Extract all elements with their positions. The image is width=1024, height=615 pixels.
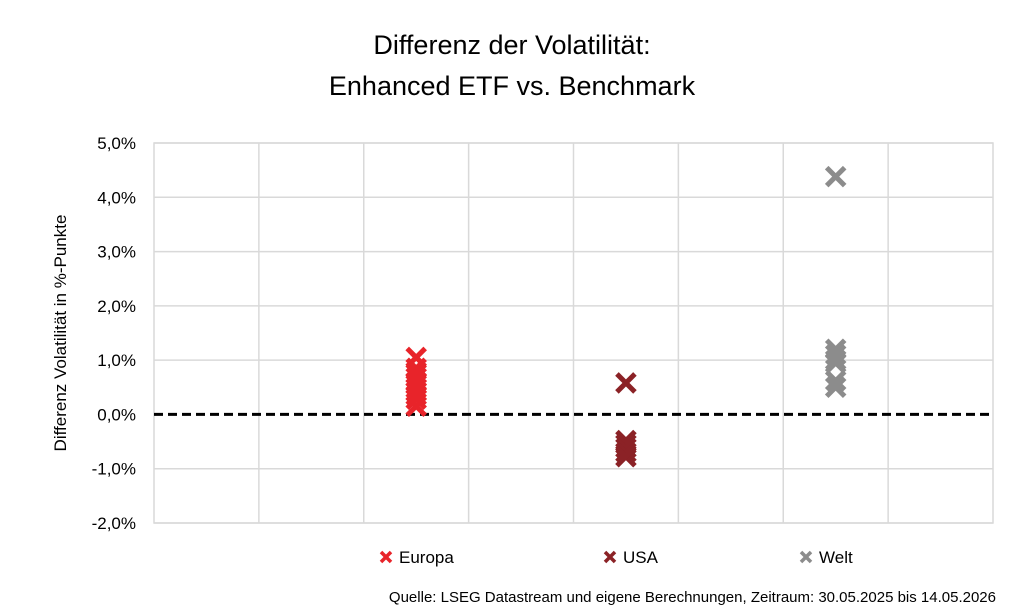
legend: Europa USA Welt <box>379 548 853 567</box>
marker-stroke <box>615 441 637 464</box>
y-axis-ticks: -2,0% -1,0% 0,0% 1,0% 2,0% 3,0% 4,0% 5,0% <box>92 134 136 533</box>
legend-label: USA <box>623 548 659 567</box>
data-point-welt <box>824 352 847 374</box>
chart-title-line-1: Differenz der Volatilität: <box>373 30 650 60</box>
marker-stroke <box>799 550 813 564</box>
y-tick-label: 0,0% <box>97 405 136 424</box>
marker-stroke <box>824 165 847 188</box>
marker-stroke <box>405 395 427 418</box>
legend-label: Welt <box>819 548 853 567</box>
data-point-welt <box>824 370 847 392</box>
marker-stroke <box>603 550 617 564</box>
y-tick-label: -1,0% <box>92 460 136 479</box>
data-point-europa <box>405 388 427 410</box>
y-tick-label: 2,0% <box>97 297 136 316</box>
legend-marker <box>799 550 813 564</box>
y-tick-label: 3,0% <box>97 243 136 262</box>
y-tick-label: 1,0% <box>97 351 136 370</box>
y-tick-label: 4,0% <box>97 188 136 207</box>
legend-label: Europa <box>399 548 454 567</box>
data-point-welt <box>824 343 847 366</box>
data-points <box>405 165 847 468</box>
y-tick-label: 5,0% <box>97 134 136 153</box>
legend-item-europa: Europa <box>379 548 454 567</box>
data-point-europa <box>405 395 427 418</box>
legend-marker <box>603 550 617 564</box>
chart-title-line-2: Enhanced ETF vs. Benchmark <box>329 71 696 101</box>
legend-item-usa: USA <box>603 548 659 567</box>
data-point-usa <box>615 441 637 464</box>
data-point-welt <box>824 376 847 399</box>
marker-stroke <box>824 352 847 374</box>
gridlines <box>153 142 994 524</box>
data-point-usa <box>615 446 637 468</box>
plot-border <box>153 142 994 524</box>
data-point-welt <box>824 165 847 188</box>
marker-stroke <box>824 376 847 399</box>
marker-stroke <box>615 372 637 394</box>
legend-marker <box>379 550 393 564</box>
data-point-usa <box>615 372 637 394</box>
legend-item-welt: Welt <box>799 548 853 567</box>
marker-stroke <box>615 446 637 468</box>
marker-stroke <box>405 388 427 410</box>
source-note: Quelle: LSEG Datastream und eigene Berec… <box>389 589 996 606</box>
marker-stroke <box>824 370 847 392</box>
y-tick-label: -2,0% <box>92 514 136 533</box>
marker-stroke <box>824 343 847 366</box>
y-axis-label: Differenz Volatilität in %-Punkte <box>51 215 70 452</box>
marker-stroke <box>379 550 393 564</box>
